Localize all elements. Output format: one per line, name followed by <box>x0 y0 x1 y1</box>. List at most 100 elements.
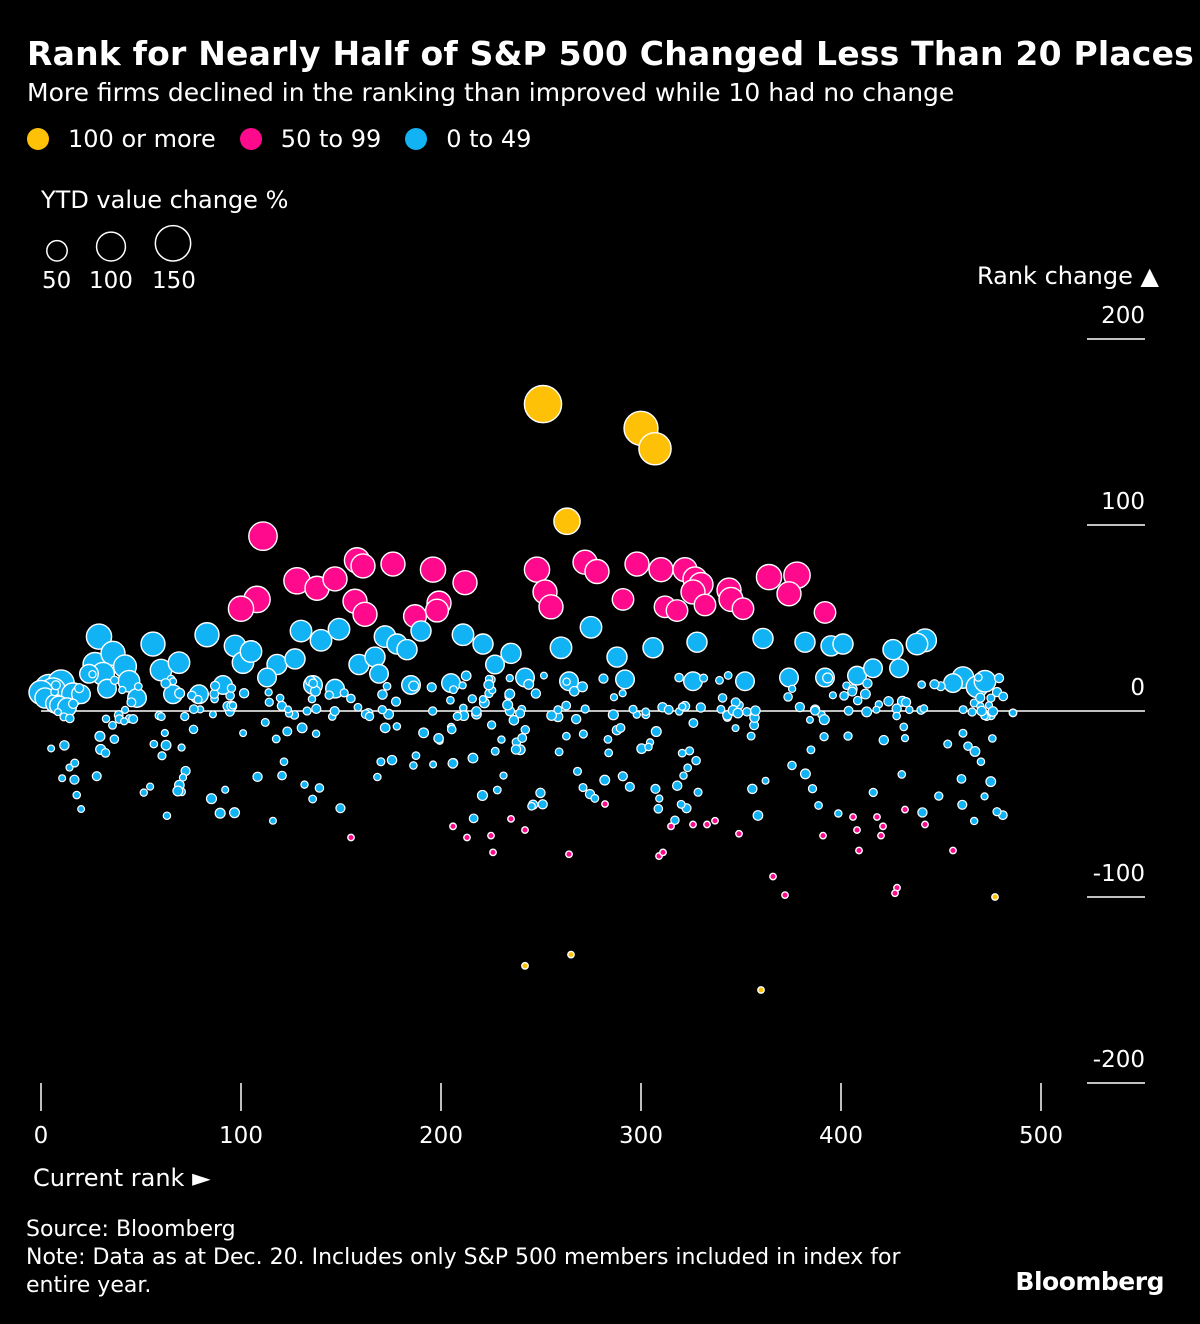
data-point <box>449 685 458 695</box>
data-point <box>992 807 1002 817</box>
data-point <box>975 692 986 703</box>
data-point <box>684 746 695 756</box>
chart-title: Rank for Nearly Half of S&P 500 Changed … <box>27 34 1194 73</box>
data-point <box>487 831 495 840</box>
data-point <box>490 746 500 756</box>
data-point <box>814 801 823 810</box>
data-point <box>322 566 348 592</box>
data-point <box>1008 708 1018 718</box>
data-point <box>683 671 703 692</box>
data-point <box>140 631 166 657</box>
data-point <box>561 700 572 711</box>
data-point <box>74 683 85 694</box>
data-point <box>364 646 386 668</box>
data-point <box>731 597 755 621</box>
legend-item-50-to-99: 50 to 99 <box>239 125 381 153</box>
data-point <box>311 729 321 738</box>
data-point <box>497 735 506 744</box>
data-point <box>64 713 75 724</box>
data-point <box>761 776 770 785</box>
chart-subtitle: More firms declined in the ranking than … <box>27 78 955 107</box>
data-point <box>715 675 724 685</box>
data-point <box>227 595 255 622</box>
data-point <box>502 699 514 711</box>
data-point <box>897 770 907 779</box>
data-point <box>872 705 881 714</box>
data-point <box>463 833 471 842</box>
x-tick-label: 300 <box>619 1123 663 1149</box>
data-point <box>264 697 274 707</box>
data-point <box>986 693 996 703</box>
data-point <box>691 755 701 766</box>
data-point <box>549 636 573 660</box>
data-point <box>567 950 575 959</box>
data-point <box>819 831 827 840</box>
legend-label: 100 or more <box>68 125 216 153</box>
data-point <box>521 826 529 834</box>
data-point <box>410 620 432 642</box>
data-point <box>847 686 858 697</box>
data-point <box>624 781 635 792</box>
data-point <box>108 720 118 730</box>
data-point <box>776 581 802 607</box>
size-legend-circle <box>46 239 68 262</box>
data-point <box>958 728 968 738</box>
data-point <box>679 771 688 780</box>
data-point <box>492 785 502 795</box>
data-point <box>723 671 733 680</box>
data-point <box>667 822 675 831</box>
data-point <box>101 714 111 724</box>
data-point <box>156 712 166 722</box>
data-point <box>554 747 564 757</box>
data-point <box>386 754 398 766</box>
data-point <box>618 689 627 698</box>
data-point <box>889 658 909 679</box>
footnote: Source: Bloomberg Note: Data as at Dec. … <box>26 1216 966 1300</box>
y-tick-label: -200 <box>1093 1047 1145 1073</box>
data-point <box>810 705 821 716</box>
data-point <box>257 667 277 688</box>
data-point <box>695 702 707 713</box>
data-point <box>120 717 129 726</box>
data-point <box>467 752 479 764</box>
data-point <box>963 741 973 751</box>
data-point <box>329 706 340 717</box>
data-point <box>248 521 278 552</box>
data-point <box>603 734 613 744</box>
data-point <box>650 726 662 738</box>
data-point <box>59 740 70 751</box>
data-point <box>659 848 667 857</box>
data-point <box>352 601 378 627</box>
data-point <box>568 685 580 697</box>
data-point <box>205 793 218 805</box>
data-point <box>818 714 830 726</box>
data-point <box>757 986 765 994</box>
data-point <box>624 551 650 577</box>
data-point <box>376 757 386 767</box>
data-point <box>275 693 285 703</box>
data-point <box>507 814 515 823</box>
data-point <box>396 638 418 661</box>
data-point <box>53 708 62 717</box>
data-point <box>284 705 293 714</box>
data-point <box>794 631 816 653</box>
data-point <box>447 758 459 769</box>
data-point <box>174 687 186 699</box>
data-point <box>819 731 829 742</box>
data-point <box>609 693 619 702</box>
data-point <box>69 774 80 785</box>
x-tick-label: 200 <box>419 1123 463 1149</box>
data-point <box>226 683 237 693</box>
data-point <box>296 722 308 734</box>
data-point <box>562 677 571 686</box>
color-legend: 100 or more 50 to 99 0 to 49 <box>27 125 555 153</box>
data-point <box>868 787 878 798</box>
data-point <box>607 709 619 721</box>
data-point <box>94 730 106 742</box>
data-point <box>993 673 1005 684</box>
data-point <box>47 744 56 753</box>
data-point <box>650 783 661 794</box>
data-point <box>452 569 478 596</box>
data-point <box>347 833 355 842</box>
data-point <box>88 670 97 679</box>
